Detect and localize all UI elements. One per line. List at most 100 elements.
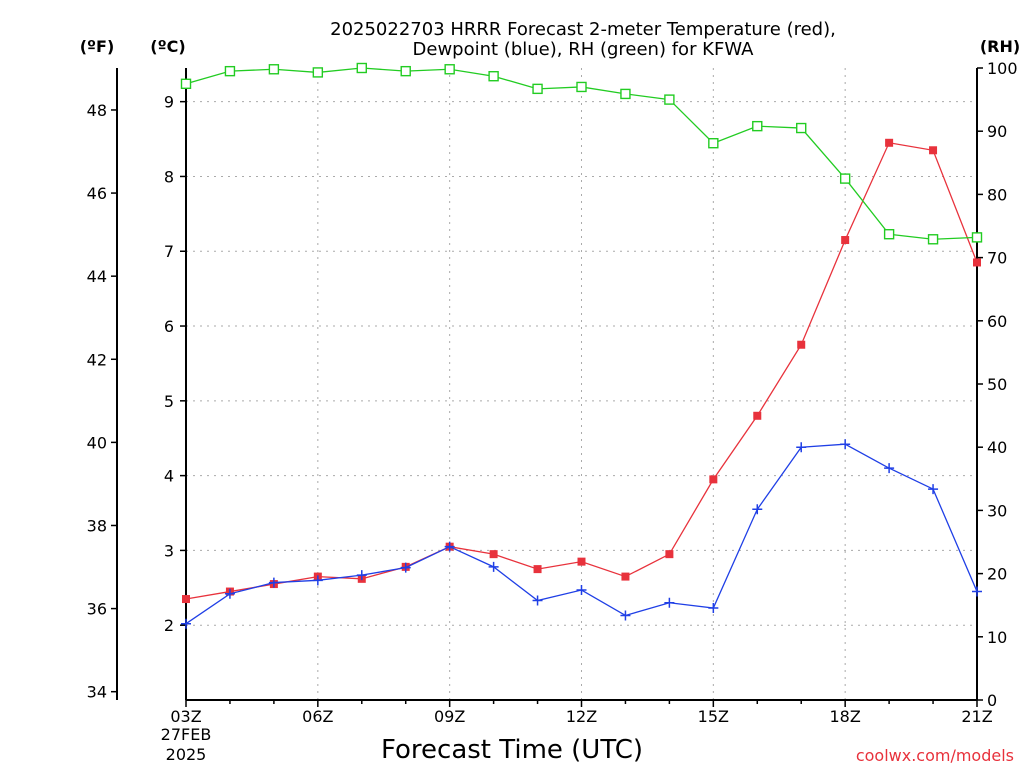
- rh-tick-label: 90: [987, 122, 1007, 141]
- temperature-red-point: [797, 340, 806, 349]
- x-date-label-year: 2025: [166, 745, 207, 764]
- fahrenheit-tick-label: 44: [87, 267, 107, 286]
- dewpoint-blue-point: [708, 603, 719, 614]
- rh-green-point: [444, 64, 455, 75]
- celsius-tick-label: 8: [164, 167, 174, 186]
- rh-green-point: [312, 67, 324, 78]
- rh-green-point: [664, 94, 675, 105]
- rh-tick-label: 10: [987, 628, 1007, 647]
- celsius-tick-label: 7: [164, 242, 174, 261]
- x-tick-label: 18Z: [830, 707, 861, 726]
- x-date-label-day: 27FEB: [161, 725, 212, 744]
- dewpoint-blue-point: [224, 588, 235, 599]
- fahrenheit-tick-label: 38: [87, 516, 107, 535]
- dewpoint-blue-point: [664, 597, 675, 608]
- celsius-tick-label: 9: [164, 93, 174, 112]
- tick-labels: 03Z 06Z 09Z 12Z 15Z 18Z 21Z2345678934363840424…: [87, 59, 1018, 726]
- rh-green-point: [576, 81, 587, 93]
- fahrenheit-tick-label: 42: [87, 350, 107, 369]
- x-tick-label: 09Z: [434, 707, 465, 726]
- celsius-axis-unit: (ºC): [150, 37, 185, 56]
- dewpoint-blue-point: [576, 585, 587, 596]
- dewpoint-blue-point: [268, 577, 279, 588]
- celsius-tick-label: 4: [164, 467, 174, 486]
- temperature-red-point: [885, 138, 894, 147]
- dewpoint-blue-point: [884, 463, 895, 474]
- dewpoint-blue-line: [185, 443, 978, 625]
- dewpoint-blue-point: [840, 439, 851, 450]
- rh-tick-label: 30: [987, 501, 1007, 520]
- rh-tick-label: 20: [987, 565, 1007, 584]
- rh-green-point: [356, 62, 367, 74]
- x-tick-label: 12Z: [566, 707, 597, 726]
- rh-green-point: [400, 65, 411, 77]
- dewpoint-blue-point: [181, 618, 191, 629]
- x-tick-label: 15Z: [698, 707, 729, 726]
- chart-title-line-1: 2025022703 HRRR Forecast 2-meter Tempera…: [330, 19, 836, 40]
- fahrenheit-tick-label: 36: [87, 600, 107, 619]
- dewpoint-blue-point: [972, 586, 982, 597]
- rh-tick-label: 40: [987, 438, 1007, 457]
- rh-tick-label: 60: [987, 312, 1007, 331]
- rh-tick-label: 0: [987, 691, 997, 710]
- temperature-red-point: [973, 258, 981, 267]
- dewpoint-blue-point: [312, 575, 323, 586]
- rh-green-point: [883, 229, 895, 240]
- rh-green-point: [927, 234, 939, 245]
- rh-green-point: [796, 122, 807, 134]
- dewpoint-blue-point: [620, 610, 631, 621]
- temperature-red-point: [489, 550, 498, 559]
- grid-lines: [186, 68, 977, 700]
- fahrenheit-tick-label: 46: [87, 184, 107, 203]
- rh-green-point: [488, 71, 499, 82]
- dewpoint-blue-point: [400, 562, 411, 573]
- dewpoint-blue-point: [752, 504, 763, 515]
- rh-tick-label: 50: [987, 375, 1007, 394]
- rh-green-point: [532, 83, 543, 95]
- temperature-red-point: [182, 595, 190, 604]
- rh-green-point: [752, 120, 763, 132]
- celsius-tick-label: 2: [164, 616, 174, 635]
- fahrenheit-tick-label: 40: [87, 433, 107, 452]
- dewpoint-blue-point: [796, 442, 807, 453]
- dewpoint-blue-point: [928, 484, 939, 495]
- rh-green-point: [839, 173, 851, 184]
- celsius-tick-label: 5: [164, 392, 174, 411]
- rh-green-point: [620, 88, 631, 100]
- rh-green-point: [708, 138, 719, 149]
- celsius-tick-label: 3: [164, 541, 174, 560]
- rh-green-point: [180, 78, 192, 90]
- data-series: [180, 62, 983, 629]
- dewpoint-blue-point: [356, 570, 367, 581]
- celsius-tick-label: 6: [164, 317, 174, 336]
- axes: [111, 67, 983, 707]
- x-tick-label: 06Z: [302, 707, 333, 726]
- temperature-red-point: [753, 411, 762, 420]
- rh-green-point: [268, 64, 280, 75]
- rh-tick-label: 80: [987, 185, 1007, 204]
- rh-axis-unit: (RH): [980, 37, 1020, 56]
- temperature-red-point: [841, 236, 850, 245]
- x-tick-label: 21Z: [961, 707, 992, 726]
- dewpoint-blue-point: [532, 595, 543, 606]
- dewpoint-blue-point: [444, 541, 455, 552]
- fahrenheit-tick-label: 48: [87, 101, 107, 120]
- fahrenheit-tick-label: 34: [87, 683, 107, 702]
- fahrenheit-axis-unit: (ºF): [80, 37, 115, 56]
- x-axis-label: Forecast Time (UTC): [381, 735, 643, 765]
- temperature-red-point: [709, 475, 718, 484]
- dewpoint-blue-point: [488, 561, 499, 572]
- temperature-red-point: [533, 565, 542, 574]
- x-tick-label: 03Z: [170, 707, 201, 726]
- chart-title-line-2: Dewpoint (blue), RH (green) for KFWA: [413, 39, 755, 60]
- temperature-red-point: [577, 557, 586, 566]
- rh-green-point: [971, 232, 983, 243]
- rh-green-point: [224, 65, 236, 77]
- temperature-red-point: [929, 146, 938, 155]
- rh-tick-label: 100: [987, 59, 1018, 78]
- credit-text: coolwx.com/models: [856, 746, 1014, 765]
- temperature-red-point: [621, 572, 630, 581]
- temperature-red-point: [665, 550, 674, 559]
- rh-tick-label: 70: [987, 249, 1007, 268]
